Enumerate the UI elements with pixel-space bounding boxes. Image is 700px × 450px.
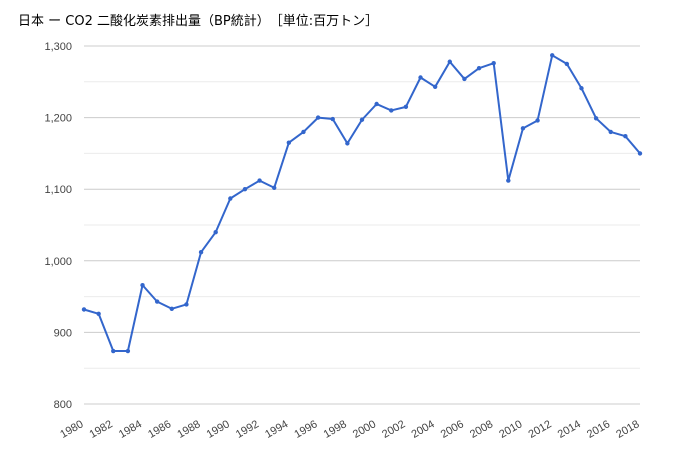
x-tick-label: 2008	[468, 418, 495, 441]
grid	[84, 45, 640, 405]
x-tick-label: 2010	[497, 418, 524, 441]
data-point	[242, 187, 248, 192]
x-tick-label: 1994	[263, 418, 290, 441]
x-tick-label: 2000	[351, 418, 378, 441]
x-tick-label: 2002	[380, 418, 407, 441]
x-tick-label: 1992	[234, 418, 261, 441]
data-point	[184, 302, 189, 307]
y-tick-label: 1,100	[44, 184, 72, 196]
data-point	[403, 104, 409, 110]
data-point	[140, 282, 145, 288]
data-point	[228, 196, 233, 201]
data-point	[564, 61, 570, 67]
data-point	[491, 60, 496, 66]
x-tick-label: 1986	[146, 418, 173, 441]
data-point	[198, 250, 204, 255]
x-tick-label: 2012	[527, 418, 554, 441]
data-point	[330, 116, 335, 122]
data-point	[345, 141, 350, 146]
data-point	[579, 86, 584, 91]
data-point	[506, 178, 511, 183]
y-tick-label: 1,200	[44, 113, 72, 125]
x-tick-label: 2014	[556, 418, 583, 441]
y-tick-label: 800	[54, 399, 72, 411]
data-point	[418, 75, 423, 80]
data-point	[81, 307, 87, 312]
data-point	[462, 76, 467, 82]
x-tick-label: 2018	[614, 418, 641, 441]
data-point	[286, 140, 292, 145]
x-tick-label: 1998	[322, 418, 349, 441]
data-point	[257, 178, 262, 183]
y-tick-label: 900	[54, 327, 72, 339]
data-point	[520, 126, 526, 131]
data-point	[125, 348, 131, 354]
data-point	[476, 65, 482, 71]
data-point	[169, 306, 174, 311]
y-axis: 800 900 1,000 1,100 1,200 1,300	[44, 41, 72, 411]
data-point	[272, 185, 277, 190]
x-tick-label: 1996	[292, 418, 319, 441]
x-tick-label: 1980	[58, 418, 85, 441]
data-point	[608, 129, 613, 135]
data-point	[374, 101, 379, 107]
data-point	[389, 108, 394, 113]
x-tick-label: 1990	[205, 418, 232, 441]
x-tick-label: 1984	[117, 418, 144, 441]
data-point	[550, 53, 555, 58]
x-tick-label: 1988	[175, 418, 202, 441]
x-tick-label: 2016	[585, 418, 612, 441]
data-point	[315, 115, 321, 120]
x-tick-label: 1982	[88, 418, 115, 441]
data-point	[154, 299, 160, 304]
data-point	[623, 134, 628, 139]
data-point	[213, 229, 218, 235]
y-tick-label: 1,300	[44, 41, 72, 53]
plot-area	[81, 53, 643, 354]
x-tick-label: 2004	[409, 418, 436, 441]
series-line	[83, 54, 641, 353]
data-point	[359, 117, 365, 122]
x-axis: 1980 1982 1984 1986 1988 1990 1992 1994 1996 1998…	[58, 418, 641, 441]
data-point	[637, 151, 643, 156]
chart-title: 日本 ー CO2 二酸化炭素排出量（BP統計） ［単位:百万トン］	[18, 13, 378, 29]
data-point	[301, 129, 306, 135]
data-point	[432, 84, 438, 90]
data-point	[111, 348, 116, 354]
y-tick-label: 1,000	[44, 256, 72, 268]
data-point	[535, 118, 540, 123]
data-point	[593, 116, 599, 121]
data-point	[447, 59, 452, 64]
data-point	[96, 311, 101, 316]
x-tick-label: 2006	[439, 418, 466, 441]
